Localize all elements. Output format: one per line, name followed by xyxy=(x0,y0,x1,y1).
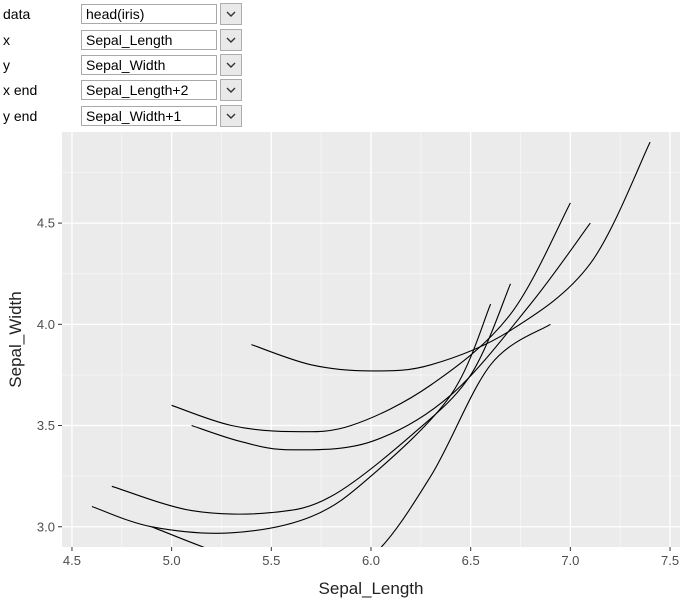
y-tick-label: 3.0 xyxy=(37,519,55,534)
y-end-input[interactable] xyxy=(81,106,217,126)
x-tick-label: 4.5 xyxy=(63,553,81,568)
x-axis-title: Sepal_Length xyxy=(319,579,424,598)
y-end-row: y end xyxy=(0,104,260,128)
y-axis-title: Sepal_Width xyxy=(6,291,25,387)
chevron-down-icon xyxy=(226,11,236,17)
data-label: data xyxy=(3,6,31,22)
x-row: x xyxy=(0,28,260,52)
x-tick-label: 7.5 xyxy=(661,553,679,568)
y-input[interactable] xyxy=(81,55,217,75)
y-tick-label: 3.5 xyxy=(37,418,55,433)
x-tick-label: 5.0 xyxy=(163,553,181,568)
data-row: data xyxy=(0,2,260,26)
x-tick-label: 6.5 xyxy=(462,553,480,568)
curve-line-4 xyxy=(91,303,492,534)
x-end-row: x end xyxy=(0,78,260,102)
curve-line-3 xyxy=(111,283,512,515)
chevron-down-icon xyxy=(226,113,236,119)
y-axis: 3.0 3.5 4.0 4.5 xyxy=(37,216,62,534)
data-dropdown-button[interactable] xyxy=(220,3,242,25)
x-tick-label: 7.0 xyxy=(561,553,579,568)
x-tick-label: 6.0 xyxy=(362,553,380,568)
y-tick-label: 4.5 xyxy=(37,216,55,231)
curve-line-1 xyxy=(191,222,591,451)
chevron-down-icon xyxy=(226,87,236,93)
y-label: y xyxy=(3,57,10,73)
x-axis: 4.5 5.0 5.5 6.0 6.5 7.0 7.5 xyxy=(63,547,679,568)
y-row: y xyxy=(0,53,260,77)
curve-line-5 xyxy=(171,202,571,433)
x-end-input[interactable] xyxy=(81,80,217,100)
chevron-down-icon xyxy=(226,62,236,68)
curve-series xyxy=(91,141,651,547)
major-gridlines xyxy=(62,132,680,547)
x-label: x xyxy=(3,32,10,48)
curve-line-2 xyxy=(151,323,551,547)
x-tick-label: 5.5 xyxy=(262,553,280,568)
plot-area: 4.5 5.0 5.5 6.0 6.5 7.0 7.5 3.0 3.5 4.0 4.5 Sepal… xyxy=(0,128,684,606)
x-end-dropdown-button[interactable] xyxy=(220,79,242,101)
y-end-dropdown-button[interactable] xyxy=(220,105,242,127)
chevron-down-icon xyxy=(226,37,236,43)
data-input[interactable] xyxy=(81,4,217,24)
y-end-label: y end xyxy=(3,108,38,124)
y-dropdown-button[interactable] xyxy=(220,54,242,76)
curve-line-6 xyxy=(251,141,651,372)
x-dropdown-button[interactable] xyxy=(220,29,242,51)
x-end-label: x end xyxy=(3,82,38,98)
y-tick-label: 4.0 xyxy=(37,317,55,332)
x-input[interactable] xyxy=(81,30,217,50)
curve-chart: 4.5 5.0 5.5 6.0 6.5 7.0 7.5 3.0 3.5 4.0 4.5 Sepal… xyxy=(6,132,680,598)
